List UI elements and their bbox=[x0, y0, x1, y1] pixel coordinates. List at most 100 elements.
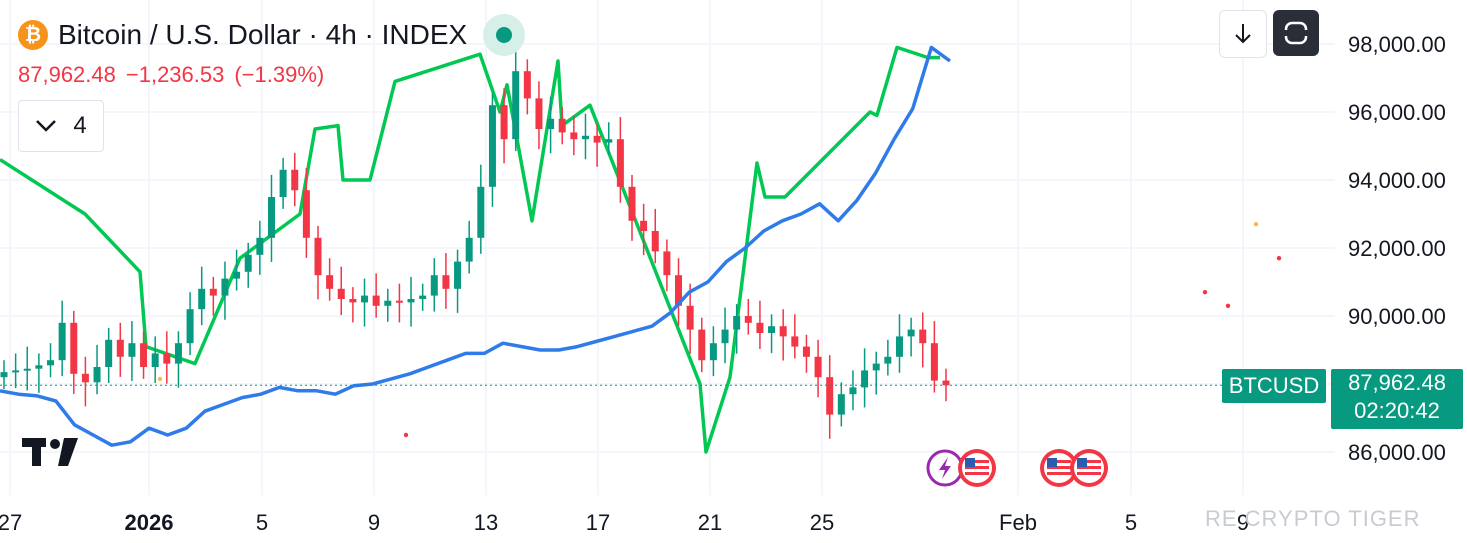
x-tick-label: Feb bbox=[999, 510, 1037, 535]
fullscreen-button[interactable] bbox=[1273, 10, 1319, 56]
candle-body bbox=[384, 300, 392, 306]
candle-body bbox=[512, 71, 520, 140]
candle-body bbox=[709, 343, 717, 361]
candle-body bbox=[105, 339, 113, 367]
chart-grid bbox=[0, 0, 1335, 495]
candle-body bbox=[233, 271, 241, 279]
x-tick-label: 5 bbox=[256, 510, 268, 535]
candle-body bbox=[361, 295, 369, 303]
candle-body bbox=[861, 370, 869, 388]
candle-body bbox=[593, 135, 601, 143]
candle-body bbox=[733, 316, 741, 330]
y-tick-label: 94,000.00 bbox=[1348, 168, 1446, 193]
x-tick-label: 9 bbox=[1237, 510, 1249, 535]
candle-body bbox=[686, 305, 694, 330]
candle-body bbox=[570, 132, 578, 140]
bar-countdown: 02:20:42 bbox=[1354, 398, 1440, 423]
candle-body bbox=[279, 169, 287, 197]
candle-body bbox=[768, 326, 776, 333]
candlestick-series bbox=[0, 49, 950, 439]
candle-body bbox=[23, 368, 31, 371]
indicator-dots bbox=[157, 222, 1282, 438]
candle-body bbox=[640, 220, 648, 231]
x-tick-label: 17 bbox=[586, 510, 610, 535]
indicator-dot bbox=[1202, 290, 1208, 295]
candle-body bbox=[407, 299, 415, 303]
us-flag-event-icon bbox=[1040, 449, 1078, 487]
candle-body bbox=[558, 118, 566, 133]
candle-body bbox=[221, 278, 229, 296]
x-tick-label: 25 bbox=[810, 510, 834, 535]
candle-body bbox=[477, 186, 485, 238]
candle-body bbox=[186, 309, 194, 344]
candle-body bbox=[744, 316, 752, 323]
y-tick-label: 92,000.00 bbox=[1348, 236, 1446, 261]
price-change-pct: (−1.39%) bbox=[234, 62, 325, 87]
candle-body bbox=[500, 105, 508, 140]
y-tick-label: 86,000.00 bbox=[1348, 440, 1446, 465]
time-axis: 27 2026 5 9 13 17 21 25 Feb 5 9 bbox=[0, 510, 1249, 535]
candle-body bbox=[244, 254, 252, 272]
candle-body bbox=[81, 373, 89, 383]
candle-body bbox=[163, 353, 171, 364]
candle-body bbox=[326, 275, 334, 289]
green-line-path bbox=[0, 45, 940, 454]
scroll-to-latest-button[interactable] bbox=[1219, 10, 1267, 58]
watermark-text: RE CRYPTO TIGER bbox=[1205, 506, 1421, 531]
x-tick-label: 5 bbox=[1125, 510, 1137, 535]
candle-body bbox=[93, 367, 101, 383]
candle-body bbox=[314, 237, 322, 276]
candle-body bbox=[0, 372, 8, 378]
symbol-price-label: BTCUSD bbox=[1222, 369, 1326, 403]
indicator-green-line bbox=[0, 45, 940, 454]
chevron-down-icon bbox=[36, 120, 57, 132]
candle-body bbox=[12, 370, 20, 373]
x-tick-label: 13 bbox=[474, 510, 498, 535]
candle-body bbox=[837, 394, 845, 415]
candle-body bbox=[802, 346, 810, 357]
x-tick-label: 21 bbox=[698, 510, 722, 535]
candle-body bbox=[616, 139, 624, 187]
market-status-icon[interactable] bbox=[483, 14, 526, 56]
price-quote: 87,962.48 −1,236.53 (−1.39%) bbox=[18, 62, 334, 88]
candle-body bbox=[349, 299, 357, 303]
candle-body bbox=[698, 329, 706, 361]
indicators-toggle-button[interactable]: 4 bbox=[18, 100, 104, 152]
candle-body bbox=[35, 365, 43, 369]
candle-body bbox=[430, 275, 438, 296]
us-flag-event-icon bbox=[1070, 449, 1108, 487]
candle-body bbox=[209, 288, 217, 296]
indicator-dot bbox=[1276, 256, 1282, 261]
candle-body bbox=[58, 322, 66, 361]
candle-body bbox=[419, 295, 427, 299]
x-tick-label: 27 bbox=[0, 510, 22, 535]
candle-body bbox=[140, 343, 148, 367]
candle-body bbox=[256, 237, 264, 255]
us-flag-event-icon bbox=[958, 449, 996, 487]
symbol-title[interactable]: Bitcoin / U.S. Dollar · 4h · INDEX bbox=[58, 19, 468, 50]
lightning-event-icon bbox=[926, 449, 964, 487]
current-price: 87,962.48 bbox=[18, 62, 116, 87]
tradingview-logo-icon[interactable] bbox=[22, 436, 86, 468]
candle-body bbox=[198, 288, 206, 310]
candle-body bbox=[628, 186, 636, 221]
candle-body bbox=[779, 326, 787, 337]
indicator-dot bbox=[403, 432, 409, 438]
candle-body bbox=[675, 275, 683, 306]
candle-body bbox=[919, 329, 927, 344]
candle-body bbox=[337, 288, 345, 299]
indicators-count: 4 bbox=[73, 112, 87, 139]
indicator-dot bbox=[1225, 303, 1231, 308]
x-tick-label: 9 bbox=[368, 510, 380, 535]
candle-body bbox=[907, 329, 915, 337]
candle-body bbox=[523, 71, 531, 99]
candle-body bbox=[895, 336, 903, 357]
candle-body bbox=[884, 356, 892, 364]
candle-body bbox=[849, 387, 857, 395]
candle-body bbox=[395, 300, 403, 303]
y-tick-label: 98,000.00 bbox=[1348, 32, 1446, 57]
candle-body bbox=[721, 329, 729, 344]
candle-body bbox=[47, 360, 55, 366]
last-price-label: 87,962.48 02:20:42 bbox=[1331, 369, 1463, 429]
price-change: −1,236.53 bbox=[125, 62, 225, 87]
